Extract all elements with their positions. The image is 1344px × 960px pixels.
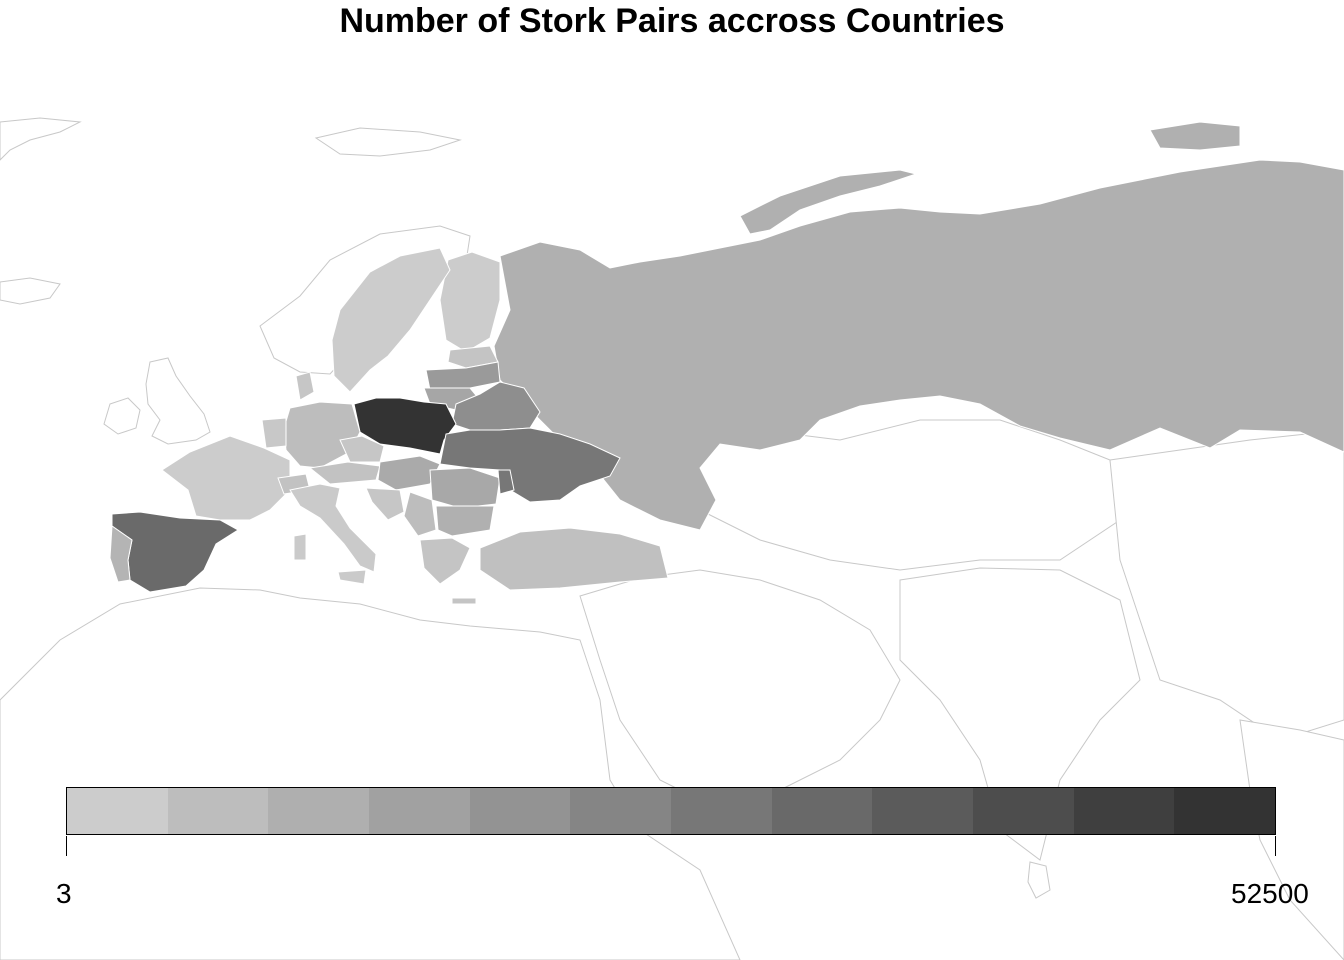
map-title: Number of Stork Pairs accross Countries — [339, 2, 1005, 40]
land-sri-lanka — [1027, 861, 1051, 899]
country-croatia — [365, 487, 405, 521]
country-hungary — [377, 455, 441, 491]
legend-swatch — [1174, 788, 1276, 834]
land-se-asia — [1239, 719, 1344, 960]
legend-swatch — [671, 788, 772, 834]
country-sicily — [337, 569, 367, 585]
country-italy — [289, 483, 377, 573]
legend-min-label: 3 — [56, 878, 72, 909]
country-benelux — [261, 417, 287, 449]
base-land — [0, 117, 1344, 960]
legend-swatch — [872, 788, 974, 834]
legend-swatch — [268, 788, 370, 834]
country-greece — [419, 537, 471, 585]
country-romania — [429, 467, 501, 509]
legend-swatch — [1073, 788, 1175, 834]
country-spain — [111, 511, 239, 593]
legend-swatch — [369, 788, 470, 834]
land-svalbard — [314, 127, 462, 157]
land-greenland — [0, 117, 82, 161]
legend-swatch — [167, 788, 269, 834]
country-crete — [451, 597, 477, 605]
country-russia-arctic-island — [1149, 121, 1241, 151]
legend-swatch — [67, 788, 168, 834]
legend-swatch — [973, 788, 1074, 834]
land-britain — [145, 357, 211, 445]
country-turkey — [479, 527, 669, 591]
land-iceland — [0, 277, 61, 305]
country-moldova — [497, 469, 515, 495]
country-belarus — [451, 381, 541, 431]
legend-swatch — [469, 788, 571, 834]
color-legend-bar — [66, 787, 1276, 835]
land-north-africa — [0, 587, 741, 960]
shaded-countries — [109, 121, 1344, 605]
country-austria — [308, 461, 381, 485]
legend-swatch — [771, 788, 873, 834]
country-sardinia — [293, 533, 307, 561]
country-denmark — [295, 371, 315, 401]
legend-max-label: 52500 — [1231, 878, 1309, 909]
country-czechia — [339, 435, 385, 463]
land-china — [1109, 429, 1344, 741]
legend-tick-min — [66, 836, 67, 856]
country-sweden — [331, 247, 451, 393]
country-poland — [353, 397, 457, 455]
country-serbia — [403, 491, 437, 537]
country-bulgaria — [435, 505, 495, 537]
legend-tick-max — [1275, 836, 1276, 856]
land-middle-east — [579, 569, 901, 811]
country-ukraine — [439, 427, 621, 503]
land-ireland — [103, 397, 141, 435]
country-russia-northern-island — [739, 169, 918, 235]
country-portugal — [109, 525, 133, 583]
country-france — [161, 435, 291, 521]
legend-swatch — [570, 788, 672, 834]
land-south-asia — [899, 567, 1141, 861]
country-finland — [439, 251, 501, 353]
country-russia — [493, 159, 1344, 531]
